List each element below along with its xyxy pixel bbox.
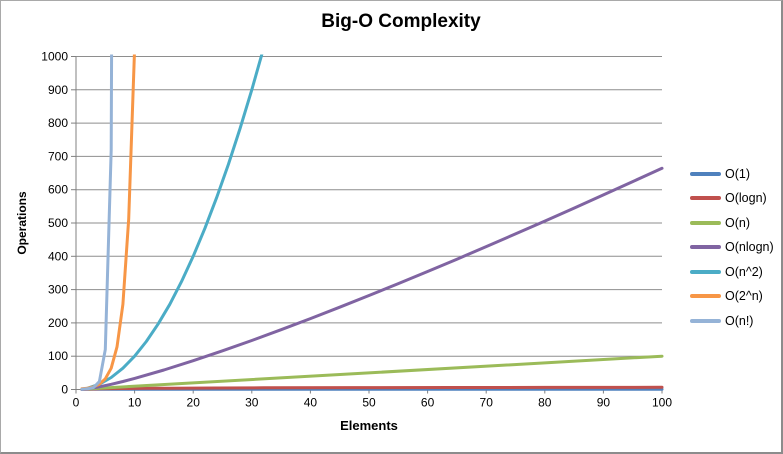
x-tick-label: 50 [362,396,376,410]
y-tick-label: 100 [48,349,68,363]
x-tick-label: 10 [128,396,142,410]
legend-item: O(2^n) [690,289,774,303]
legend-label: O(n) [725,215,750,230]
legend-swatch [690,171,721,176]
series-line-on [80,354,664,391]
x-tick-label: 0 [73,396,80,410]
legend-swatch [690,269,721,274]
legend-label: O(n^2) [725,264,763,279]
legend-item: O(n^2) [690,264,774,279]
x-axis-title: Elements [340,418,398,433]
legend-swatch [690,318,721,323]
x-tick-label: 30 [245,396,259,410]
x-tick-label: 40 [304,396,318,410]
series-line-on [80,54,114,391]
x-tick-label: 80 [538,396,552,410]
legend-swatch [690,196,721,200]
y-tick-label: 300 [48,283,68,297]
y-tick-label: 800 [48,116,68,130]
legend-item: O(nlogn) [690,240,774,254]
legend-label: O(1) [725,166,750,181]
y-tick-label: 600 [48,183,68,197]
legend-label: O(2^n) [725,289,763,303]
y-tick-label: 1000 [41,50,68,64]
legend: O(1) O(logn) O(n) O(nlogn) O(n^2) O(2^n) O(n!) [690,166,774,328]
legend-item: O(1) [690,166,774,181]
legend-label: O(n!) [725,313,754,328]
x-tick-label: 70 [480,396,494,410]
chart-title: Big-O Complexity [321,11,481,32]
legend-label: O(nlogn) [725,240,774,254]
y-tick-label: 900 [48,83,68,97]
legend-item: O(logn) [690,191,774,205]
y-tick-label: 400 [48,249,68,263]
legend-swatch [690,294,721,298]
series-line-on2 [80,54,264,391]
legend-swatch [690,220,721,225]
y-tick-label: 0 [61,383,68,397]
series-line-onlogn [80,166,664,391]
x-tick-label: 90 [597,396,611,410]
legend-item: O(n) [690,215,774,230]
x-tick-label: 20 [187,396,201,410]
y-tick-label: 500 [48,216,68,230]
y-tick-label: 200 [48,316,68,330]
legend-swatch [690,245,721,249]
x-tick-label: 100 [652,396,672,410]
x-tick-label: 60 [421,396,435,410]
legend-label: O(logn) [725,191,767,205]
legend-item: O(n!) [690,313,774,328]
y-tick-label: 700 [48,149,68,163]
